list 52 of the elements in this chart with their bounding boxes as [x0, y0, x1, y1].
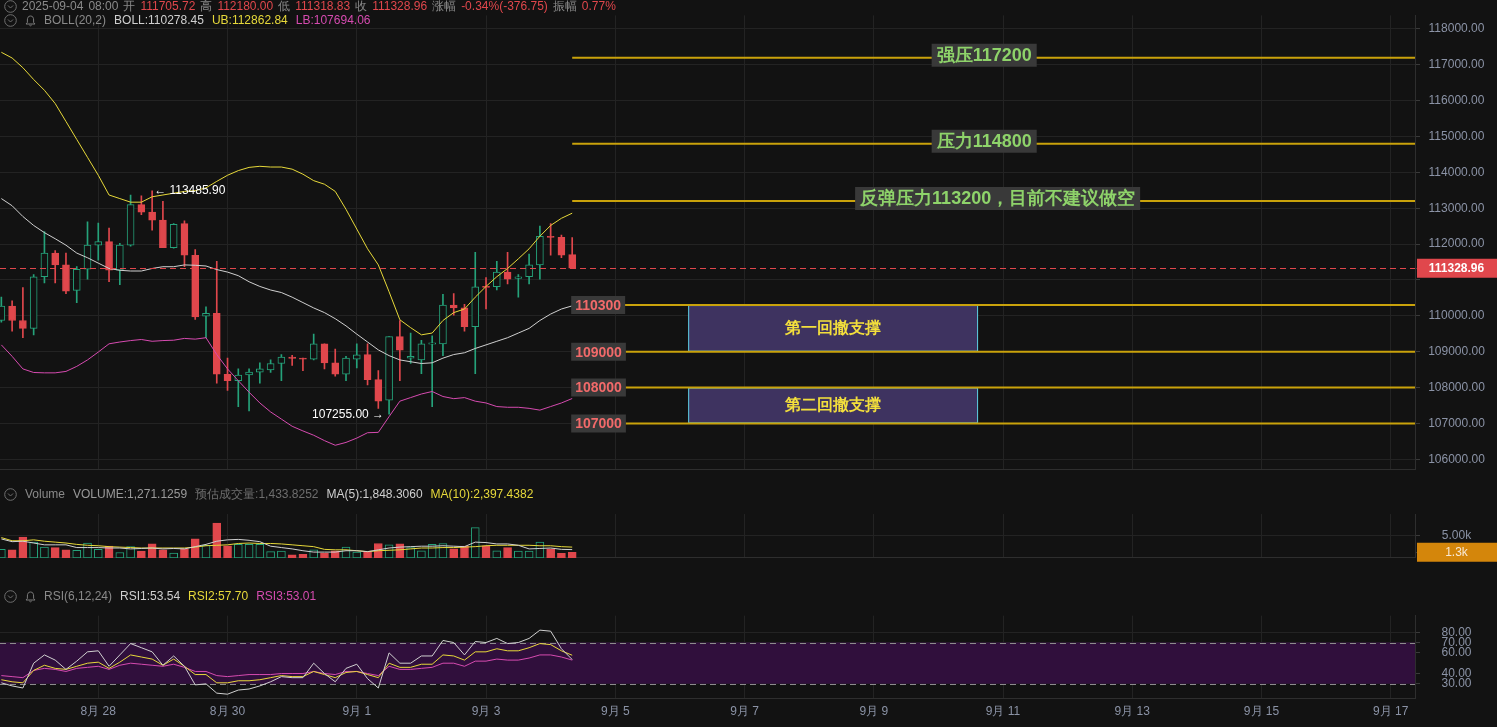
text: BOLL:110278.45: [114, 13, 204, 27]
y-tick-label: 116000.00: [1428, 92, 1485, 107]
y-tick-label: 108000.00: [1428, 379, 1486, 394]
text: LB:107694.06: [295, 13, 371, 27]
y-tick-label: 110000.00: [1428, 308, 1485, 323]
y-tick-label: 5.00k: [1441, 527, 1473, 542]
x-tick-label: 8月 28: [80, 703, 117, 718]
y-tick-label: 1.3k: [1445, 545, 1469, 560]
x-tick-label: 9月 5: [600, 703, 630, 718]
y-tick-label: 115000.00: [1428, 128, 1485, 143]
ref-line-label: 107000: [575, 415, 623, 432]
text: UB:112862.84: [211, 13, 288, 27]
y-tick-label: 107000.00: [1428, 415, 1486, 430]
band-label: 第二回撤支撑: [784, 395, 882, 413]
ref-line-label: 109000: [575, 343, 623, 360]
text: RSI1:53.54: [120, 589, 181, 603]
y-tick-label: 114000.00: [1428, 164, 1485, 179]
annotation: 强压117200: [936, 44, 1032, 65]
text: RSI3:53.01: [256, 589, 317, 603]
x-tick-label: 9月 9: [859, 703, 889, 718]
ref-line-label: 110300: [575, 296, 622, 313]
x-tick-label: 9月 3: [471, 703, 501, 718]
text: MA(10):2,397.4382: [430, 487, 534, 501]
legend-title: RSI(6,12,24): [44, 589, 113, 603]
x-tick-label: 9月 15: [1243, 703, 1280, 718]
text: 预估成交量:1,433.8252: [195, 487, 319, 501]
y-tick-label: 117000.00: [1428, 57, 1485, 72]
ref-line-label: 108000: [575, 379, 623, 396]
x-tick-label: 9月 1: [342, 703, 372, 718]
x-tick-label: 9月 17: [1373, 703, 1409, 718]
y-tick-label: 60.00: [1441, 645, 1472, 660]
band-label: 第一回撤支撑: [784, 318, 882, 336]
y-tick-label: 30.00: [1441, 676, 1472, 691]
x-tick-label: 9月 11: [985, 703, 1021, 718]
y-tick-label: 112000.00: [1428, 236, 1485, 251]
x-tick-label: 8月 30: [209, 703, 246, 718]
y-tick-label: 106000.00: [1428, 451, 1486, 466]
chart-title: 2025-09-04 08:00 开 111705.72 高 112180.00 低 111318.83 收 111328.96 涨幅 -0.34%(-376.75) 振幅 0.77%: [22, 0, 616, 13]
y-tick-label: 111328.96: [1428, 260, 1485, 275]
annotation: 反弹压力113200，目前不建议做空: [859, 188, 1136, 209]
x-tick-label: 9月 7: [730, 703, 760, 718]
text: RSI2:57.70: [188, 589, 249, 603]
y-tick-label: 113000.00: [1428, 200, 1485, 215]
legend-title: Volume: [25, 487, 66, 501]
y-tick-label: 118000.00: [1428, 21, 1485, 36]
text: MA(5):1,848.3060: [326, 487, 423, 501]
annotation: 107255.00 →: [312, 406, 385, 421]
legend-title: BOLL(20,2): [44, 13, 107, 27]
annotation: 压力114800: [935, 130, 1032, 151]
x-tick-label: 9月 13: [1114, 703, 1151, 718]
y-tick-label: 109000.00: [1428, 344, 1486, 358]
text: VOLUME:1,271.1259: [73, 487, 188, 501]
